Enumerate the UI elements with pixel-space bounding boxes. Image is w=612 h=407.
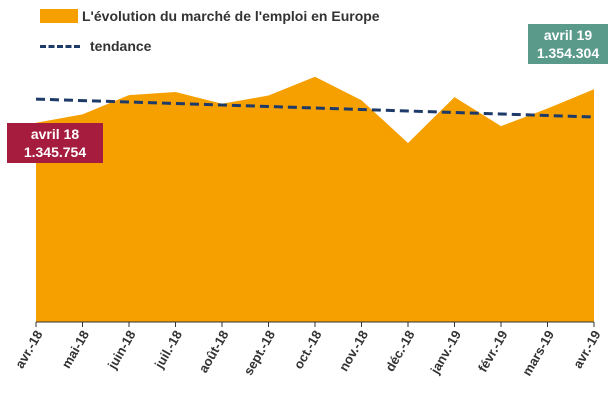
end-callout-label: avril 19 [543,27,593,43]
x-tick-label: mars-19 [519,328,557,379]
legend-item-area: L'évolution du marché de l'emploi en Eur… [40,8,380,24]
start-callout-label: avril 18 [30,126,80,142]
end-value-callout: avril 19 1.354.304 [528,24,608,64]
trend-line [35,97,595,119]
x-tick-label: mai-18 [58,328,92,371]
x-tick-label: oct.-18 [291,328,325,372]
start-value-callout: avril 18 1.345.754 [7,123,103,163]
legend-area-label: L'évolution du marché de l'emploi en Eur… [82,8,380,24]
x-tick-label: juil.-18 [151,328,185,372]
legend-area-swatch [40,9,78,23]
legend-trend-swatch [40,44,80,48]
x-tick-label: sept.-18 [241,328,279,378]
x-tick-label: févr.-19 [475,328,511,375]
x-tick-label: juin-18 [104,328,138,373]
x-tick-label: avr.-18 [12,328,46,371]
legend-item-trend: tendance [40,38,151,54]
x-tick-label: déc.-18 [382,328,417,374]
end-callout-value: 1.354.304 [536,45,600,61]
x-tick-label: janv.-19 [427,328,464,377]
x-tick-label: août-18 [195,328,231,376]
start-callout-value: 1.345.754 [23,144,87,160]
x-tick-label: avr.-19 [570,328,604,371]
legend-trend-label: tendance [90,38,152,54]
area-series [36,76,594,322]
x-tick-label: nov.-18 [336,328,371,374]
